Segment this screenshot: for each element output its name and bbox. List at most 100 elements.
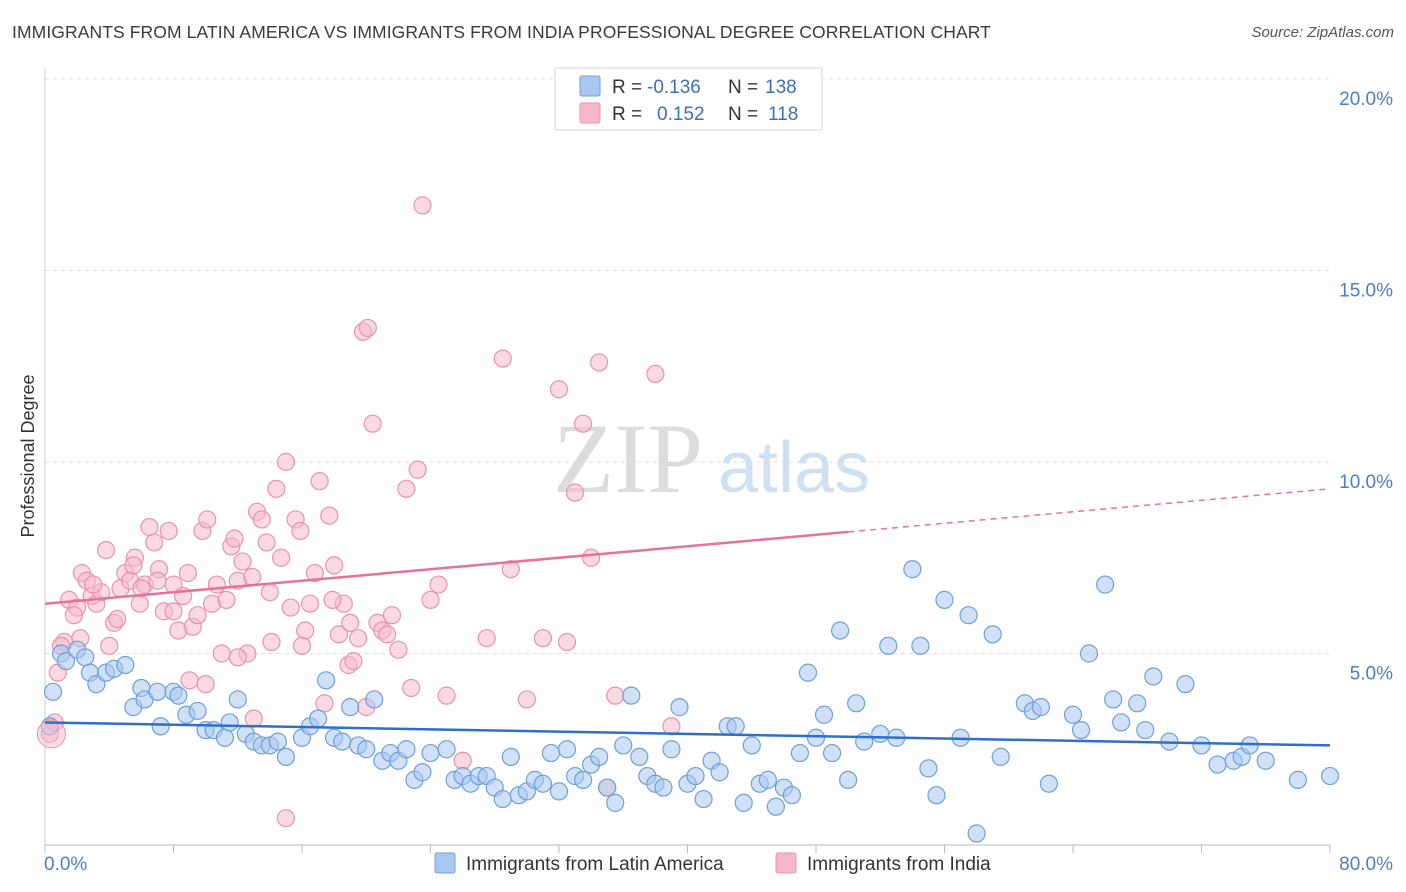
data-point bbox=[814, 705, 834, 724]
data-point bbox=[344, 652, 363, 671]
y-tick-label: 20.0% bbox=[1339, 89, 1393, 110]
data-point bbox=[991, 747, 1010, 767]
data-point bbox=[646, 364, 665, 384]
data-point bbox=[148, 571, 167, 590]
data-point bbox=[413, 196, 432, 215]
data-point bbox=[742, 736, 761, 755]
data-point bbox=[557, 740, 577, 759]
data-point bbox=[212, 644, 231, 663]
data-point bbox=[533, 774, 553, 793]
data-point bbox=[919, 759, 938, 778]
data-point bbox=[573, 770, 593, 789]
data-point bbox=[806, 728, 826, 747]
data-point bbox=[855, 732, 874, 751]
trend-line-latin-america bbox=[44, 721, 1331, 747]
data-point bbox=[262, 632, 281, 652]
data-point bbox=[292, 636, 312, 655]
y-tick-label: 15.0% bbox=[1339, 281, 1393, 302]
data-point bbox=[847, 694, 866, 713]
data-point bbox=[798, 663, 818, 682]
data-point bbox=[1096, 575, 1115, 594]
source-label: Source: ZipAtlas.com bbox=[1251, 24, 1394, 41]
data-point bbox=[43, 682, 63, 701]
data-point bbox=[276, 452, 296, 472]
india-points bbox=[40, 196, 681, 828]
data-point bbox=[296, 621, 315, 640]
data-point bbox=[1208, 755, 1227, 774]
trend-lines bbox=[44, 488, 1331, 747]
data-point bbox=[349, 629, 368, 648]
legend-r-label-2: R = bbox=[612, 104, 642, 125]
data-point bbox=[268, 732, 288, 751]
data-point bbox=[1079, 644, 1099, 663]
data-point bbox=[654, 778, 673, 797]
data-point bbox=[188, 606, 207, 625]
data-point bbox=[606, 686, 625, 705]
data-point bbox=[217, 590, 236, 609]
legend-n-value-1: 138 bbox=[765, 77, 797, 98]
data-point bbox=[501, 560, 520, 579]
data-point bbox=[493, 789, 512, 809]
tick-labels: 5.0% 10.0% 15.0% 20.0% 0.0% 80.0% bbox=[44, 89, 1393, 875]
data-point bbox=[662, 740, 681, 759]
data-point bbox=[967, 824, 986, 843]
data-point bbox=[606, 793, 625, 812]
data-point bbox=[116, 655, 135, 675]
data-point bbox=[341, 698, 360, 717]
data-point bbox=[252, 510, 271, 529]
data-point bbox=[397, 479, 416, 498]
data-point bbox=[1192, 736, 1211, 755]
data-point bbox=[358, 318, 377, 338]
data-point bbox=[959, 606, 978, 625]
top-legend: R = -0.136 N = 138 R = 0.152 N = 118 bbox=[554, 67, 823, 131]
data-point bbox=[276, 809, 296, 828]
data-point bbox=[437, 740, 456, 759]
data-point bbox=[557, 632, 577, 652]
data-point bbox=[267, 479, 286, 498]
data-point bbox=[308, 709, 328, 728]
data-point bbox=[935, 590, 954, 609]
data-point bbox=[726, 717, 745, 736]
data-point bbox=[686, 766, 705, 786]
data-point bbox=[1136, 720, 1155, 740]
data-point bbox=[903, 560, 922, 579]
data-point bbox=[233, 552, 252, 571]
data-point bbox=[662, 717, 681, 736]
data-point bbox=[325, 556, 344, 575]
data-point bbox=[151, 717, 170, 736]
trend-line-india bbox=[44, 530, 849, 605]
data-point bbox=[549, 380, 569, 399]
data-point bbox=[694, 789, 713, 809]
bottom-legend-swatch-blue bbox=[434, 852, 456, 874]
data-point bbox=[493, 349, 512, 368]
data-point bbox=[1104, 690, 1123, 709]
data-point bbox=[590, 747, 609, 767]
data-point bbox=[260, 583, 279, 602]
data-point bbox=[164, 602, 183, 621]
data-point bbox=[402, 678, 421, 698]
data-point bbox=[1144, 667, 1163, 686]
data-point bbox=[911, 636, 930, 655]
data-point bbox=[378, 625, 397, 644]
data-point bbox=[437, 686, 456, 705]
data-point bbox=[305, 563, 324, 583]
data-point bbox=[198, 510, 217, 529]
data-point bbox=[622, 686, 641, 705]
data-point bbox=[341, 613, 360, 632]
data-point bbox=[323, 590, 342, 609]
y-tick-label: 10.0% bbox=[1339, 472, 1393, 493]
data-point bbox=[76, 648, 95, 667]
data-point bbox=[215, 728, 234, 747]
data-point bbox=[363, 414, 382, 433]
data-point bbox=[180, 671, 199, 690]
data-point bbox=[333, 732, 352, 751]
data-point bbox=[1063, 705, 1083, 724]
data-point bbox=[871, 724, 890, 744]
data-point bbox=[429, 575, 448, 594]
data-point bbox=[1256, 751, 1275, 770]
bottom-legend-label-2: Immigrants from India bbox=[807, 854, 991, 875]
legend-n-value-2: 118 bbox=[768, 104, 798, 125]
legend-n-label-1: N = bbox=[728, 77, 758, 98]
data-point bbox=[501, 747, 520, 767]
data-point bbox=[132, 579, 151, 598]
